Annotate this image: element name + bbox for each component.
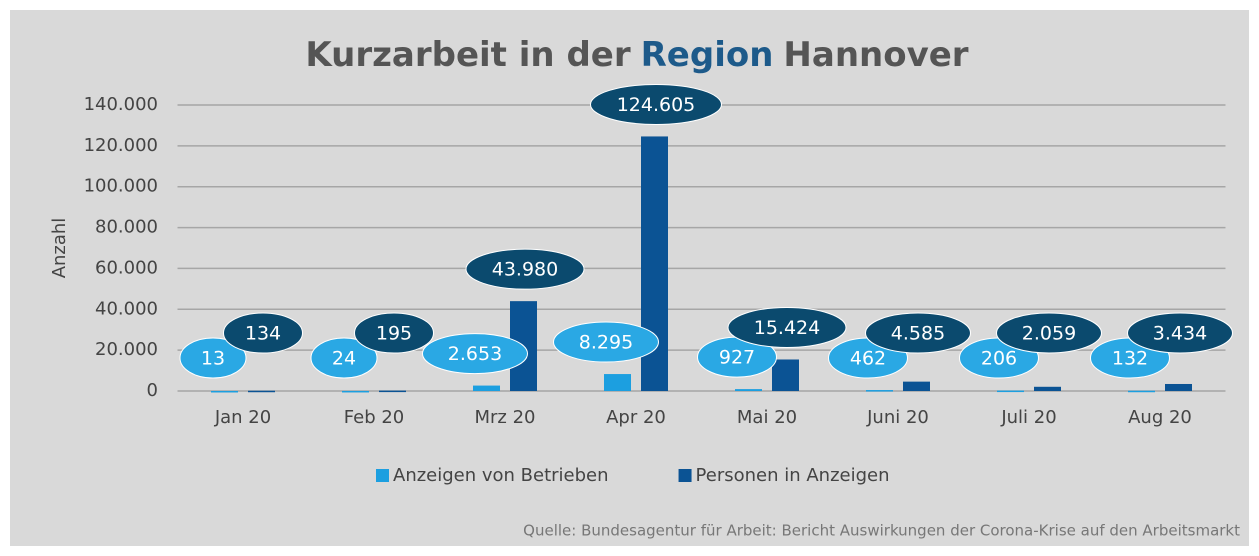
x-tick-label: Aug 20 [1128,407,1192,428]
value-label-bubble [465,248,585,290]
legend-label: Personen in Anzeigen [696,465,890,486]
bar [248,390,275,393]
value-label: 206 [981,348,1017,370]
value-label: 3.434 [1153,323,1207,345]
value-label: 13 [201,348,225,370]
x-tick-label: Jan 20 [214,407,271,428]
x-tick-label: Apr 20 [606,407,666,428]
legend-label: Anzeigen von Betrieben [393,465,609,486]
value-label-bubble [310,337,378,379]
value-label-bubble [179,337,247,379]
value-label-bubble [422,333,528,375]
value-label: 24 [332,348,356,370]
value-label: 2.059 [1022,323,1076,345]
chart-title: Kurzarbeit in der Region Hannover [305,35,968,75]
legend-swatch [376,469,389,482]
value-label-bubble [996,312,1102,354]
bar [604,374,631,391]
value-label: 15.424 [754,317,820,339]
bar [1165,383,1192,391]
y-tick-label: 40.000 [95,298,158,319]
title-part: Kurzarbeit in der [305,35,630,75]
value-label-bubble [590,83,722,125]
x-tick-label: Juli 20 [1000,407,1056,428]
source: Quelle: Bundesagentur für Arbeit: Berich… [523,522,1240,540]
value-label: 462 [850,348,886,370]
bar [903,381,930,391]
x-tick-label: Mrz 20 [474,407,535,428]
y-tick-label: 100.000 [84,176,158,197]
value-label-bubble [354,312,434,354]
y-tick-label: 0 [147,380,158,401]
value-label: 927 [719,347,755,369]
x-tick-label: Juni 20 [866,407,929,428]
value-label-bubble [223,312,303,354]
bar [342,390,369,393]
value-label-bubble [553,321,659,363]
bar [1034,386,1061,391]
value-label: 2.653 [448,343,502,365]
bar [772,359,799,391]
value-label-bubble [727,306,847,348]
value-label: 134 [245,323,281,345]
y-tick-label: 60.000 [95,257,158,278]
value-label: 4.585 [891,323,945,345]
x-tick-label: Mai 20 [737,407,797,428]
value-label-bubble [1127,312,1233,354]
y-tick-label: 120.000 [84,135,158,156]
x-tick-label: Feb 20 [344,407,405,428]
bar [379,390,406,393]
bar [866,390,893,392]
y-tick-label: 20.000 [95,339,158,360]
y-tick-label: 140.000 [84,94,158,115]
value-label: 124.605 [617,94,696,116]
title-part: Hannover [783,35,968,75]
y-axis-label: Anzahl [49,218,70,279]
bar [997,390,1024,393]
value-label-bubble [865,312,971,354]
bar [211,390,238,393]
y-tick-label: 80.000 [95,217,158,238]
value-label: 43.980 [492,259,558,281]
legend-swatch [678,469,692,482]
title-part: Region [641,35,774,75]
bar [1128,390,1155,393]
bar [735,389,762,391]
value-label: 8.295 [579,332,633,354]
value-label: 195 [376,323,412,345]
value-label: 132 [1112,348,1148,370]
bar [473,385,500,391]
